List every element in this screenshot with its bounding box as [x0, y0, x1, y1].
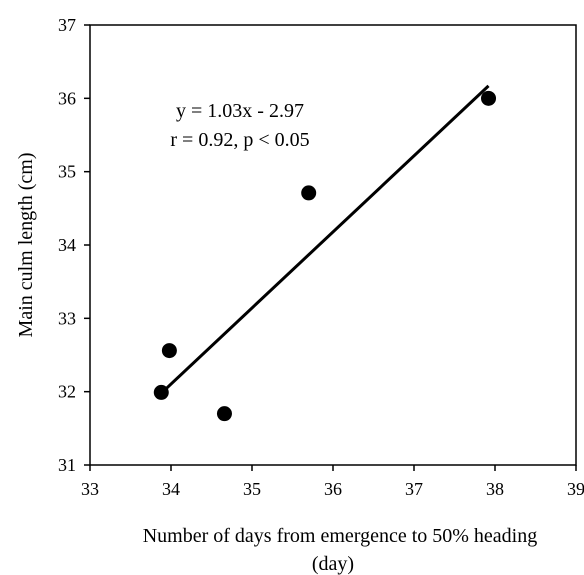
- stats-annotation: r = 0.92, p < 0.05: [170, 129, 309, 151]
- x-tick-label: 35: [243, 479, 261, 499]
- y-axis-title: Main culm length (cm): [15, 153, 37, 338]
- x-tick-label: 33: [81, 479, 99, 499]
- y-tick-label: 36: [58, 88, 76, 108]
- y-tick-label: 33: [58, 308, 76, 328]
- y-tick-label: 32: [58, 382, 76, 402]
- x-tick-label: 34: [162, 479, 180, 499]
- data-point: [161, 343, 177, 359]
- x-tick-label: 39: [567, 479, 584, 499]
- x-tick-label: 38: [486, 479, 504, 499]
- equation-annotation: y = 1.03x - 2.97: [176, 100, 304, 122]
- data-point: [216, 406, 232, 422]
- y-tick-label: 37: [58, 15, 76, 35]
- x-axis-title: Number of days from emergence to 50% hea…: [143, 525, 538, 547]
- data-points: [153, 90, 497, 422]
- trendline-group: [161, 84, 490, 393]
- data-point: [481, 90, 497, 106]
- x-tick-label: 36: [324, 479, 342, 499]
- data-point: [153, 384, 169, 400]
- trendline: [161, 84, 490, 393]
- x-axis-unit: (day): [312, 553, 354, 575]
- axis-ticks: 33 34 35 36 37 38 39 31 32 33 34 35 36 37: [58, 15, 584, 499]
- x-tick-label: 37: [405, 479, 423, 499]
- y-tick-label: 31: [58, 455, 76, 475]
- data-point: [301, 185, 317, 201]
- y-tick-label: 35: [58, 162, 76, 182]
- y-tick-label: 34: [58, 235, 76, 255]
